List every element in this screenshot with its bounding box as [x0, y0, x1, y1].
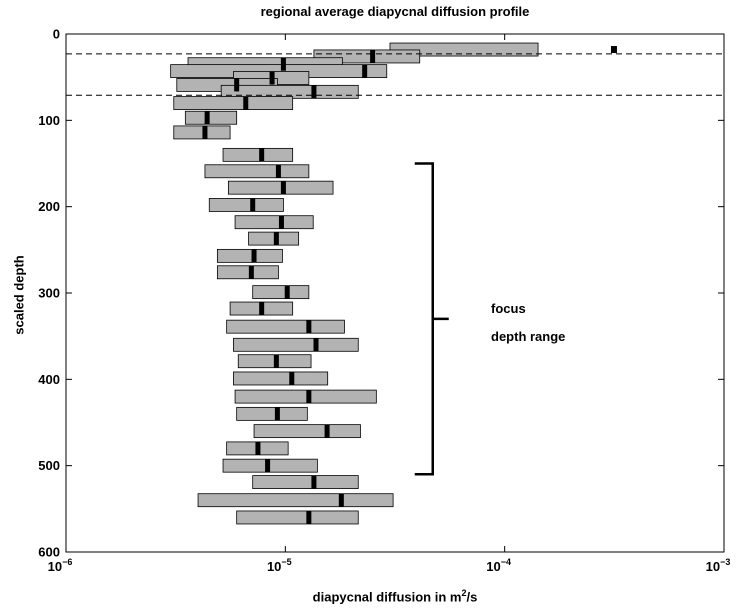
median-marker: [234, 78, 240, 92]
median-marker: [306, 390, 312, 404]
x-tick-label-base: 10: [486, 559, 500, 574]
median-marker: [370, 49, 376, 63]
median-marker: [251, 249, 257, 263]
x-tick-label-exponent: −5: [281, 557, 291, 567]
median-marker: [275, 164, 281, 178]
median-marker: [269, 71, 275, 85]
range-bar: [204, 164, 310, 179]
x-tick-label: 10−6: [48, 557, 73, 574]
x-axis-label-text: diapycnal diffusion in m: [312, 589, 462, 605]
range-bar: [233, 371, 329, 386]
outlier-marker: [610, 46, 617, 54]
range-bar: [236, 406, 308, 421]
y-tick-label: 400: [38, 372, 60, 387]
median-marker: [284, 285, 290, 299]
median-marker: [273, 232, 279, 246]
range-bar: [226, 319, 345, 334]
y-tick-label: 200: [38, 199, 60, 214]
y-tick-label: 0: [53, 27, 60, 42]
median-marker: [273, 354, 279, 368]
x-tick-label: 10−5: [267, 557, 292, 574]
median-marker: [306, 320, 312, 334]
range-bar: [227, 180, 334, 195]
focus-bracket: [414, 162, 449, 476]
y-tick-label: 300: [38, 286, 60, 301]
range-bar: [233, 337, 359, 352]
range-bar: [197, 493, 394, 508]
range-bar: [253, 424, 361, 439]
median-marker: [248, 265, 254, 279]
median-marker: [311, 475, 317, 489]
focus-annotation: focus: [491, 301, 526, 316]
x-tick-label: 10−3: [706, 557, 731, 574]
range-bar: [216, 248, 283, 263]
x-tick-label-base: 10: [267, 559, 281, 574]
median-marker: [338, 493, 344, 507]
median-marker: [255, 441, 261, 455]
median-marker: [243, 96, 249, 110]
x-axis-label: diapycnal diffusion in m2/s: [66, 588, 724, 604]
plot-frame: [65, 33, 725, 553]
median-marker: [362, 64, 368, 78]
median-marker: [250, 198, 256, 212]
range-bar: [184, 110, 238, 125]
range-bar: [173, 96, 294, 110]
median-marker: [289, 371, 295, 385]
x-tick-label-base: 10: [48, 559, 62, 574]
median-marker: [280, 57, 286, 71]
range-bars: [170, 42, 539, 525]
median-marker: [324, 424, 330, 438]
median-marker: [204, 111, 210, 125]
x-tick-label-base: 10: [706, 559, 720, 574]
x-tick-label-exponent: −3: [720, 557, 730, 567]
range-bar: [389, 42, 539, 57]
range-bar: [216, 265, 279, 280]
y-axis-label: scaled depth: [11, 255, 27, 335]
median-marker: [313, 338, 319, 352]
median-markers: [202, 46, 617, 524]
depth-range-annotation: depth range: [491, 329, 566, 344]
median-marker: [202, 125, 208, 139]
range-bar: [208, 198, 284, 212]
x-axis-label-exponent: 2: [461, 588, 467, 598]
x-tick-label-exponent: −6: [62, 557, 72, 567]
range-bar: [248, 231, 300, 246]
median-marker: [259, 302, 265, 316]
range-bar: [234, 389, 377, 404]
y-tick-label: 100: [38, 113, 60, 128]
x-tick-label-exponent: −4: [501, 557, 511, 567]
chart-title: regional average diapycnal diffusion pro…: [260, 4, 530, 19]
range-bar: [252, 285, 310, 300]
median-marker: [280, 181, 286, 195]
range-bar: [222, 147, 294, 162]
median-marker: [259, 148, 265, 162]
x-tick-label: 10−4: [486, 557, 511, 574]
x-axis-label-unit: /s: [466, 589, 478, 605]
range-bar: [234, 215, 314, 230]
median-marker: [311, 85, 317, 99]
range-bar: [236, 510, 359, 525]
median-marker: [306, 510, 312, 524]
y-tick-label: 500: [38, 458, 60, 473]
median-marker: [265, 459, 271, 473]
median-marker: [274, 407, 280, 421]
y-tick-label: 600: [38, 545, 60, 560]
range-bar: [252, 475, 359, 489]
median-marker: [278, 215, 284, 229]
focus-bracket-line: [414, 162, 449, 476]
range-bar: [222, 458, 318, 473]
range-bar: [173, 125, 231, 140]
